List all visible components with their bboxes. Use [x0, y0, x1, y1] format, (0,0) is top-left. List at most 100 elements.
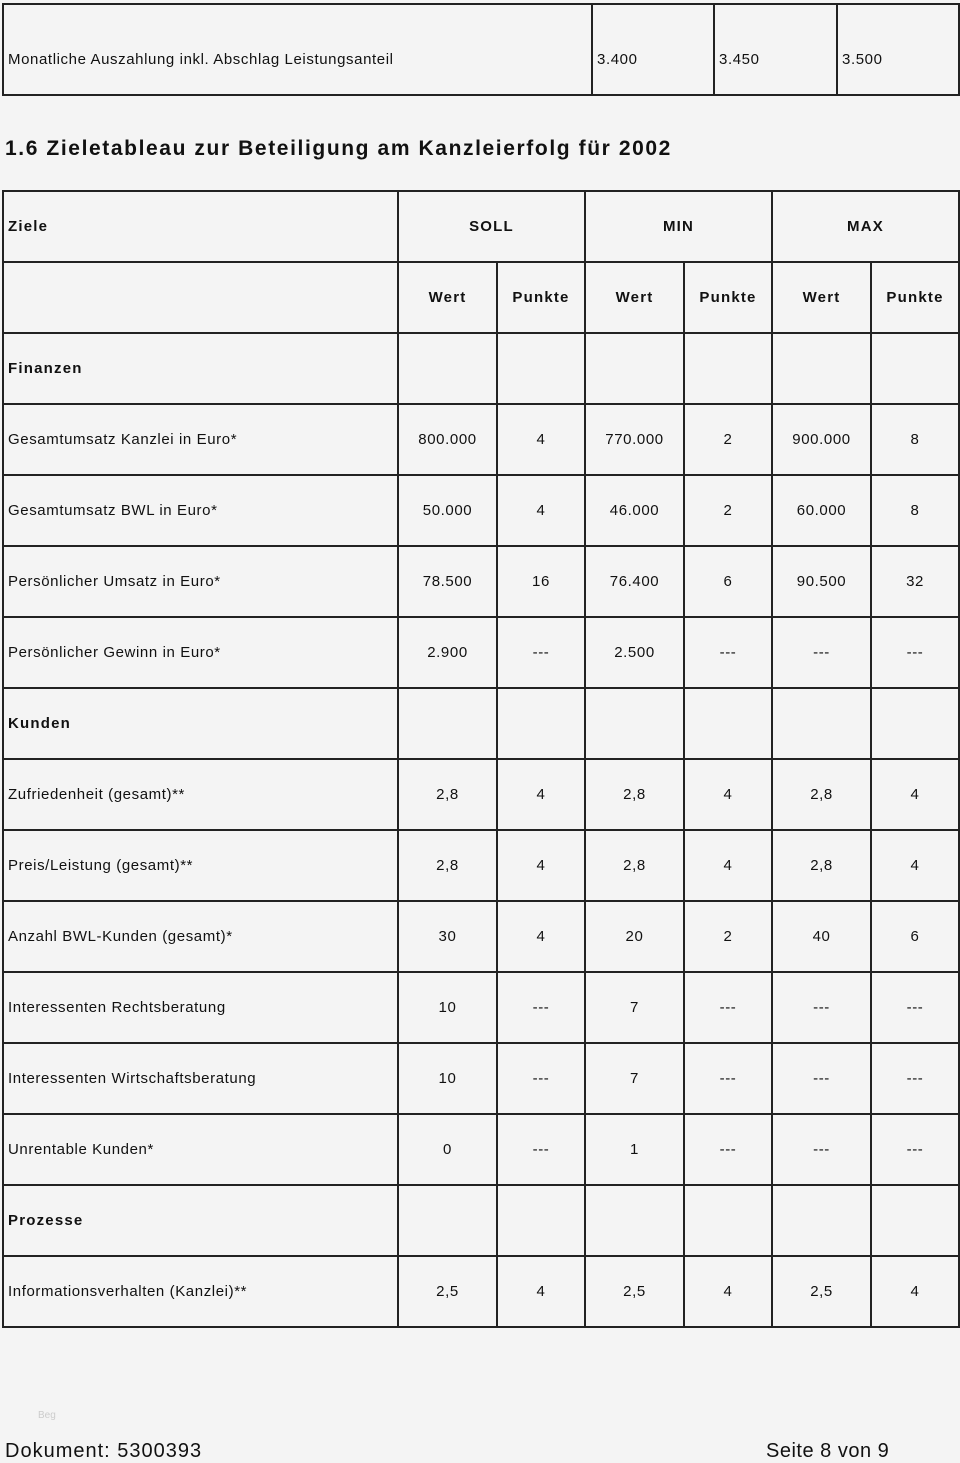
table-row: Unrentable Kunden* 0 --- 1 --- --- --- — [2, 1113, 960, 1186]
payout-label: Monatliche Auszahlung inkl. Abschlag Lei… — [2, 3, 593, 96]
value-cell: 0 — [397, 1113, 498, 1186]
value-cell — [584, 332, 685, 405]
value-cell: 2,8 — [584, 758, 685, 831]
value-cell — [771, 687, 873, 760]
section-row: Prozesse — [2, 1184, 960, 1257]
table-row: Monatliche Auszahlung inkl. Abschlag Lei… — [2, 3, 960, 96]
value-cell: 7 — [584, 1042, 685, 1115]
value-cell: 2,8 — [584, 829, 685, 902]
value-cell — [584, 687, 685, 760]
table-row: Informationsverhalten (Kanzlei)** 2,5 4 2,5… — [2, 1255, 960, 1328]
table-row: Interessenten Rechtsberatung 10 --- 7 --- ---… — [2, 971, 960, 1044]
value-cell: 800.000 — [397, 403, 498, 476]
value-cell: 900.000 — [771, 403, 873, 476]
value-cell: 2.500 — [584, 616, 685, 689]
value-cell: 2,5 — [771, 1255, 873, 1328]
points-cell: 16 — [496, 545, 586, 618]
subheader-wert: Wert — [771, 261, 873, 334]
points-cell — [870, 1184, 960, 1257]
value-cell: 90.500 — [771, 545, 873, 618]
points-cell: --- — [682, 971, 774, 1044]
subheader-punkte: Punkte — [870, 261, 960, 334]
section-label: Finanzen — [2, 332, 399, 405]
points-cell: 8 — [870, 403, 960, 476]
table-row: Persönlicher Gewinn in Euro* 2.900 --- 2.50… — [2, 616, 960, 689]
value-cell: 30 — [397, 900, 498, 973]
row-label: Persönlicher Umsatz in Euro* — [2, 545, 399, 618]
points-cell: 4 — [496, 829, 586, 902]
points-cell: 4 — [682, 758, 774, 831]
points-cell: --- — [496, 971, 586, 1044]
value-cell: 2,8 — [771, 758, 873, 831]
value-cell: 10 — [397, 971, 498, 1044]
payout-value: 3.400 — [591, 3, 715, 96]
points-cell: --- — [496, 1113, 586, 1186]
points-cell: --- — [870, 971, 960, 1044]
value-cell: 2,8 — [771, 829, 873, 902]
value-cell: 46.000 — [584, 474, 685, 547]
table-row: Gesamtumsatz BWL in Euro* 50.000 4 46.000 2 6… — [2, 474, 960, 547]
table-row: Anzahl BWL-Kunden (gesamt)* 30 4 20 2 40 6 — [2, 900, 960, 973]
points-cell: --- — [496, 1042, 586, 1115]
value-cell — [771, 332, 873, 405]
subheader-punkte: Punkte — [496, 261, 586, 334]
subheader-wert: Wert — [584, 261, 685, 334]
table-row: Interessenten Wirtschaftsberatung 10 --- 7-… — [2, 1042, 960, 1115]
header-row: Ziele SOLL MIN MAX — [2, 190, 960, 263]
table-row: Preis/Leistung (gesamt)** 2,8 4 2,8 4 2,8 4 — [2, 829, 960, 902]
value-cell: 40 — [771, 900, 873, 973]
value-cell: 2.900 — [397, 616, 498, 689]
points-cell: 4 — [496, 758, 586, 831]
value-cell: 60.000 — [771, 474, 873, 547]
points-cell: 4 — [496, 900, 586, 973]
value-cell: 2,8 — [397, 758, 498, 831]
faint-text: Beg — [38, 1410, 56, 1421]
value-cell: 76.400 — [584, 545, 685, 618]
value-cell — [397, 332, 498, 405]
value-cell: 7 — [584, 971, 685, 1044]
section-row: Finanzen — [2, 332, 960, 405]
value-cell: 2,5 — [584, 1255, 685, 1328]
payout-table: Monatliche Auszahlung inkl. Abschlag Lei… — [2, 3, 960, 96]
subheader-row: Wert Punkte Wert Punkte Wert Punkte — [2, 261, 960, 334]
row-label: Interessenten Rechtsberatung — [2, 971, 399, 1044]
header-ziele: Ziele — [2, 190, 399, 263]
table-row: Gesamtumsatz Kanzlei in Euro* 800.000 4 770… — [2, 403, 960, 476]
points-cell: --- — [496, 616, 586, 689]
points-cell — [496, 1184, 586, 1257]
points-cell: --- — [870, 616, 960, 689]
header-min: MIN — [583, 190, 774, 263]
points-cell: 2 — [682, 403, 774, 476]
row-label: Persönlicher Gewinn in Euro* — [2, 616, 399, 689]
value-cell: 20 — [584, 900, 685, 973]
section-title: 1.6 Zieletableau zur Beteiligung am Kanz… — [5, 137, 672, 160]
value-cell: 770.000 — [584, 403, 685, 476]
section-label: Kunden — [2, 687, 399, 760]
row-label: Interessenten Wirtschaftsberatung — [2, 1042, 399, 1115]
points-cell: --- — [682, 616, 774, 689]
points-cell: 4 — [870, 758, 960, 831]
points-cell: 4 — [870, 829, 960, 902]
row-label: Gesamtumsatz Kanzlei in Euro* — [2, 403, 399, 476]
points-cell — [496, 687, 586, 760]
points-cell: 2 — [682, 474, 774, 547]
value-cell: --- — [771, 971, 873, 1044]
value-cell — [584, 1184, 685, 1257]
points-cell: 8 — [870, 474, 960, 547]
value-cell — [397, 687, 498, 760]
value-cell: --- — [771, 616, 873, 689]
points-cell: 4 — [496, 1255, 586, 1328]
subheader-wert: Wert — [397, 261, 498, 334]
row-label: Unrentable Kunden* — [2, 1113, 399, 1186]
points-cell: --- — [682, 1042, 774, 1115]
goals-table: Ziele SOLL MIN MAX Wert Punkte Wert Punk… — [2, 190, 960, 1328]
row-label: Informationsverhalten (Kanzlei)** — [2, 1255, 399, 1328]
points-cell: 32 — [870, 545, 960, 618]
section-row: Kunden — [2, 687, 960, 760]
points-cell: 4 — [682, 1255, 774, 1328]
value-cell: --- — [771, 1113, 873, 1186]
document-number: Dokument: 5300393 — [5, 1440, 203, 1462]
points-cell: 6 — [870, 900, 960, 973]
points-cell — [870, 332, 960, 405]
points-cell — [682, 1184, 774, 1257]
